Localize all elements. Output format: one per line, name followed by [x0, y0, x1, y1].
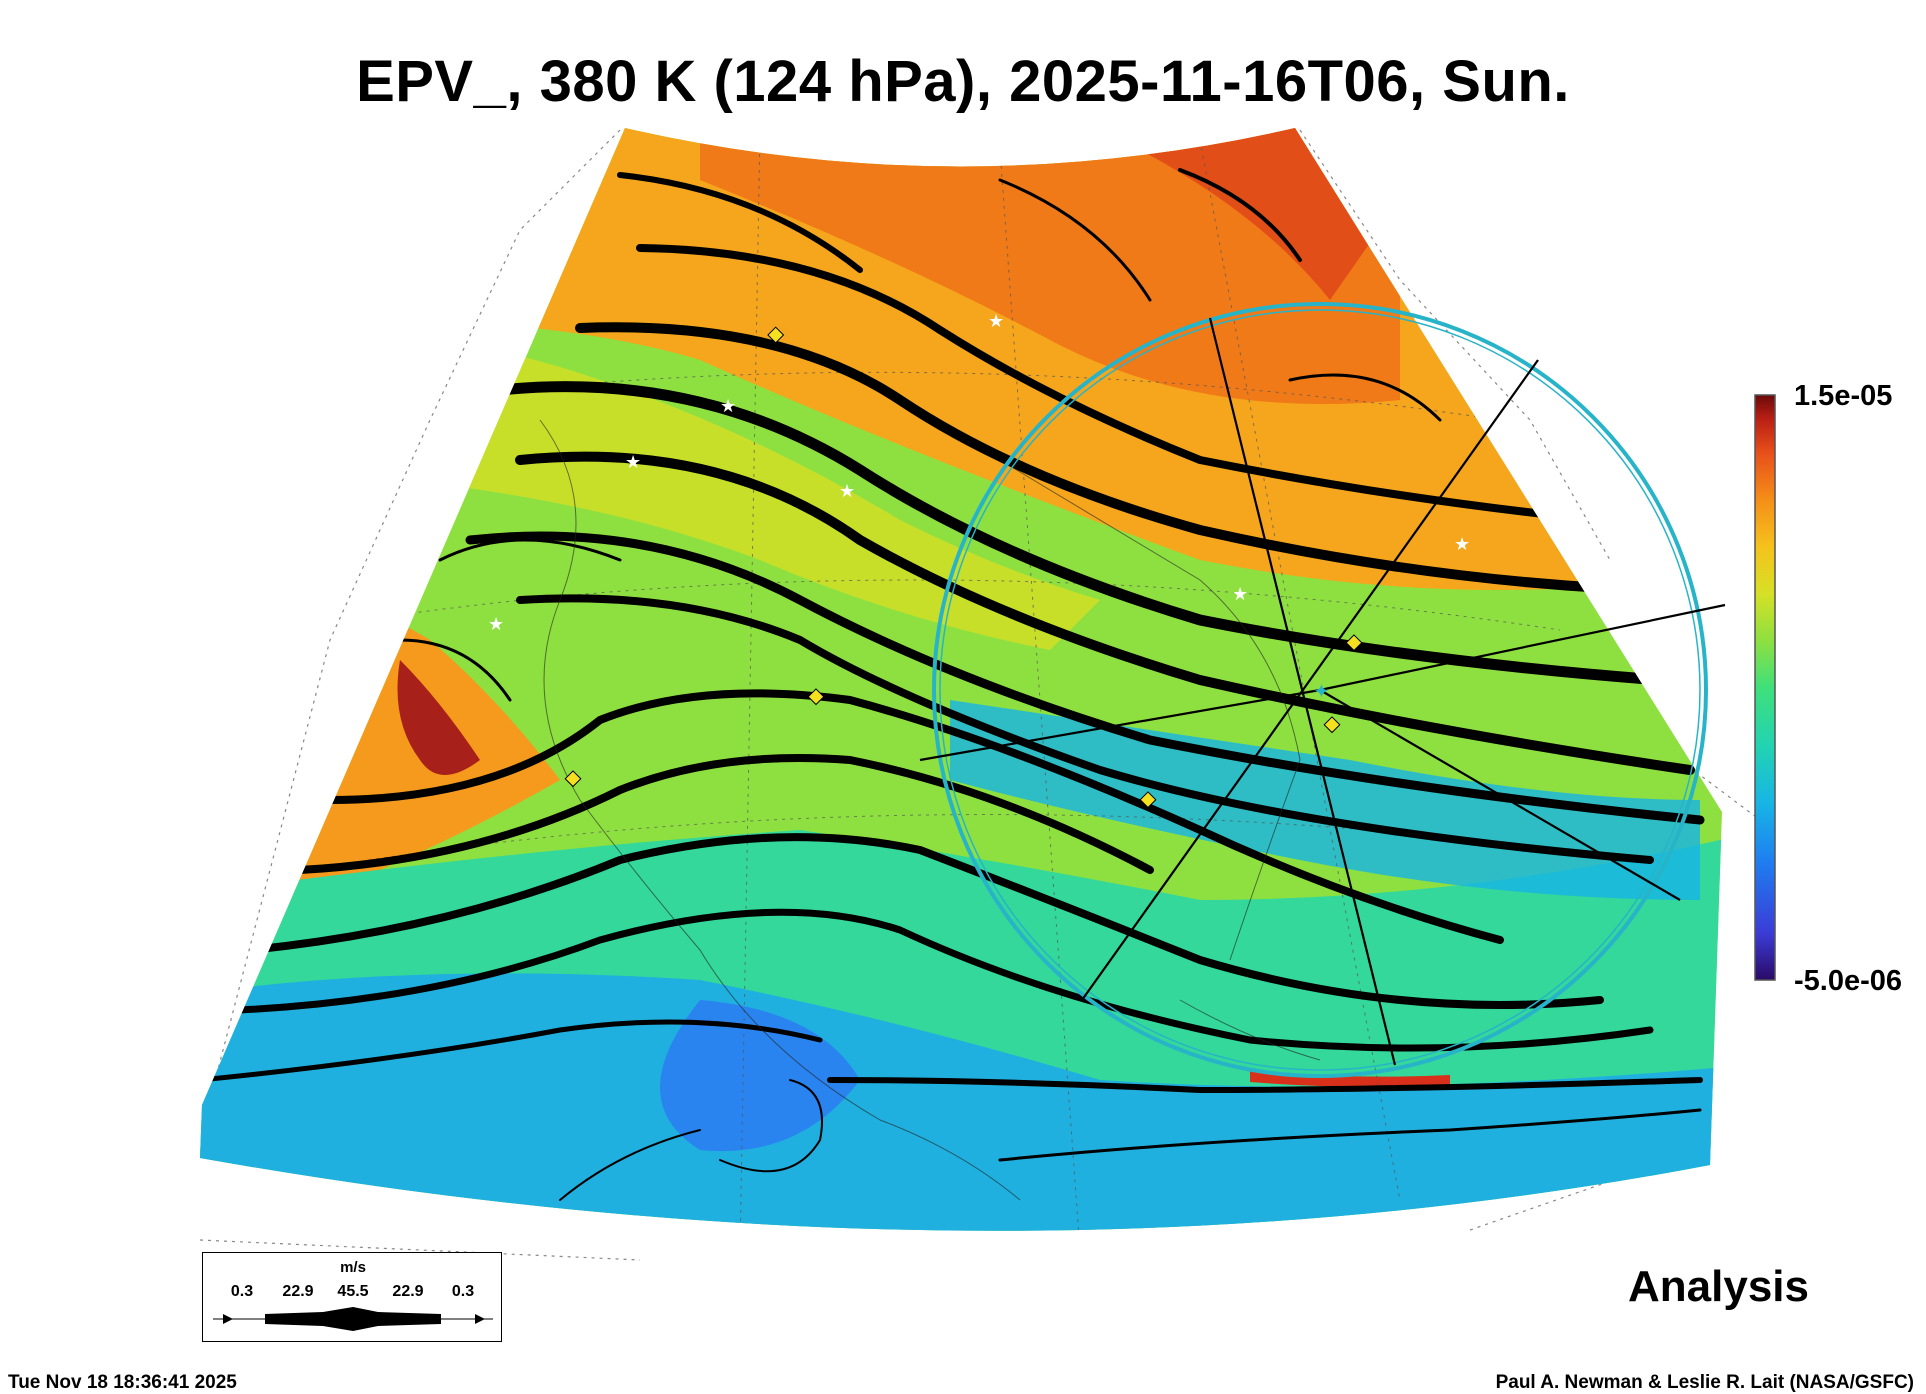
star-markers: ★ ★ ★ ★ ★ ★ ★: [488, 311, 1470, 635]
markers: [564, 326, 1363, 809]
star-icon: ★: [625, 452, 641, 473]
colorbar-max-label: 1.5e-05: [1794, 380, 1893, 412]
footer-credit: Paul A. Newman & Leslie R. Lait (NASA/GS…: [1495, 1372, 1914, 1393]
diamond-marker: [1345, 634, 1363, 652]
center-star-icon: ✦: [1313, 679, 1330, 703]
epv-field: [200, 128, 1722, 1231]
coastlines: [539, 419, 1321, 1201]
diamond-marker: [767, 326, 785, 344]
diamond-marker: [1139, 791, 1157, 809]
legend-arrow: [213, 1307, 493, 1331]
diamond-marker: [1323, 716, 1341, 734]
colorbar-min-label: -5.0e-06: [1794, 965, 1903, 997]
star-icon: ★: [988, 311, 1004, 332]
star-icon: ★: [1232, 584, 1248, 605]
star-icon: ★: [488, 614, 504, 635]
colorbar: [1754, 394, 1776, 981]
legend-value: 22.9: [282, 1283, 314, 1300]
analysis-label: Analysis: [1628, 1262, 1809, 1311]
streamlines: [200, 168, 1705, 1201]
legend-unit: m/s: [340, 1259, 366, 1276]
legend-value: 0.3: [230, 1283, 254, 1300]
star-icon: ★: [720, 396, 736, 417]
range-overlay: ✦: [919, 302, 1726, 1078]
legend-value: 22.9: [392, 1283, 424, 1300]
diamond-marker: [807, 688, 825, 706]
diamond-marker: [564, 770, 582, 788]
footer-timestamp: Tue Nov 18 18:36:41 2025: [8, 1372, 237, 1393]
star-icon: ★: [839, 481, 855, 502]
star-icon: ★: [1454, 534, 1470, 555]
wind-speed-legend: m/s 0.3 22.9 45.5 22.9 0.3: [202, 1252, 502, 1342]
legend-value: 45.5: [337, 1283, 369, 1300]
map-title: EPV_, 380 K (124 hPa), 2025-11-16T06, Su…: [356, 49, 1570, 114]
legend-value: 0.3: [451, 1283, 475, 1300]
